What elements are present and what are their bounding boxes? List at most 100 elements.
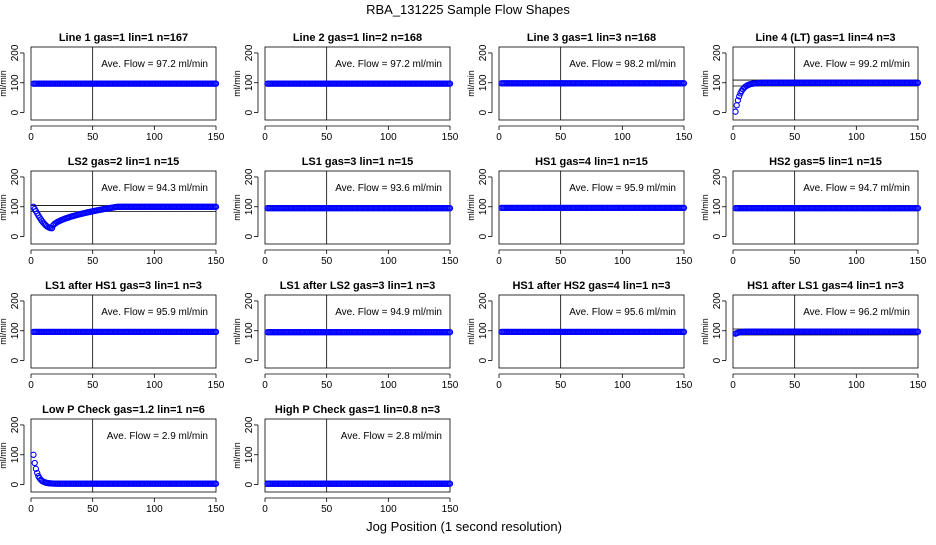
y-tick-label: 200 [712, 44, 723, 61]
y-tick-label: 200 [244, 416, 255, 433]
y-tick-label: 0 [478, 109, 489, 115]
y-tick-label: 200 [10, 168, 21, 185]
x-tick-label: 100 [848, 132, 865, 143]
ave-flow-annotation: Ave. Flow = 2.8 ml/min [341, 431, 442, 442]
ave-flow-annotation: Ave. Flow = 97.2 ml/min [335, 59, 442, 70]
data-series [732, 79, 922, 115]
data-point [733, 102, 740, 109]
y-tick-label: 0 [244, 357, 255, 363]
x-tick-label: 100 [380, 380, 397, 391]
x-tick-label: 50 [87, 504, 99, 515]
data-series [264, 480, 454, 487]
y-tick-label: 100 [10, 446, 21, 463]
panel-12: HS1 after LS1 gas=4 lin=1 n=3 0 100 200ml/m… [700, 280, 927, 391]
y-axis-label: ml/min [700, 194, 710, 221]
panel-title: Line 4 (LT) gas=1 lin=4 n=3 [755, 32, 895, 44]
panel-title: LS1 after LS2 gas=3 lin=1 n=3 [280, 280, 436, 292]
data-point [680, 204, 688, 212]
data-point [30, 451, 37, 458]
x-tick-label: 0 [730, 256, 736, 267]
y-tick-label: 200 [712, 168, 723, 185]
x-tick-label: 0 [262, 256, 268, 267]
data-series [30, 80, 220, 87]
panel-title: Line 3 gas=1 lin=3 n=168 [527, 32, 656, 44]
ave-flow-annotation: Ave. Flow = 94.9 ml/min [335, 307, 442, 318]
x-tick-label: 0 [730, 132, 736, 143]
data-point [32, 465, 40, 472]
x-tick-label: 150 [442, 256, 459, 267]
ave-flow-annotation: Ave. Flow = 95.6 ml/min [569, 307, 676, 318]
data-point [446, 329, 454, 336]
x-tick-label: 100 [146, 256, 163, 267]
ave-flow-annotation: Ave. Flow = 95.9 ml/min [101, 307, 208, 318]
x-tick-label: 50 [555, 380, 567, 391]
panel-title: Line 1 gas=1 lin=1 n=167 [59, 32, 188, 44]
data-point [212, 480, 220, 487]
data-series [264, 329, 454, 336]
x-tick-label: 150 [676, 132, 693, 143]
ave-flow-annotation: Ave. Flow = 2.9 ml/min [107, 431, 208, 442]
x-tick-label: 150 [910, 132, 927, 143]
y-tick-label: 0 [10, 109, 21, 115]
x-tick-label: 50 [87, 380, 99, 391]
x-tick-label: 0 [28, 504, 34, 515]
y-tick-label: 200 [244, 44, 255, 61]
x-tick-label: 50 [789, 380, 801, 391]
panel-title: HS2 gas=5 lin=1 n=15 [769, 156, 882, 168]
x-tick-label: 50 [555, 256, 567, 267]
y-axis-label: ml/min [232, 318, 242, 345]
data-series [498, 328, 688, 336]
data-point [680, 328, 688, 336]
y-tick-label: 0 [478, 357, 489, 363]
x-tick-label: 100 [380, 504, 397, 515]
x-tick-label: 100 [380, 256, 397, 267]
x-tick-label: 0 [28, 256, 34, 267]
panel-title: Line 2 gas=1 lin=2 n=168 [293, 32, 422, 44]
x-tick-label: 50 [321, 380, 333, 391]
data-point [212, 203, 220, 210]
panel-11: HS1 after HS2 gas=4 lin=1 n=3 0 100 200ml/m… [466, 280, 693, 391]
y-tick-label: 0 [244, 233, 255, 239]
data-series [264, 205, 454, 212]
data-point [212, 328, 220, 336]
x-tick-label: 100 [614, 380, 631, 391]
data-series [30, 451, 220, 487]
x-axis-label: Jog Position (1 second resolution) [366, 519, 562, 534]
data-point [446, 205, 454, 212]
x-tick-label: 50 [321, 132, 333, 143]
y-tick-label: 200 [10, 292, 21, 309]
data-point [914, 205, 922, 212]
y-axis-label: ml/min [0, 318, 8, 345]
y-axis-label: ml/min [232, 194, 242, 221]
data-point [680, 80, 688, 87]
data-series [498, 80, 688, 87]
y-axis-label: ml/min [232, 70, 242, 97]
y-tick-label: 0 [712, 109, 723, 115]
y-tick-label: 100 [244, 74, 255, 91]
y-tick-label: 200 [10, 416, 21, 433]
data-point [734, 97, 742, 104]
data-point [736, 93, 743, 100]
y-axis-label: ml/min [0, 70, 8, 97]
panel-title: HS1 after HS2 gas=4 lin=1 n=3 [512, 280, 670, 292]
panel-title: LS1 gas=3 lin=1 n=15 [302, 156, 414, 168]
x-tick-label: 100 [848, 380, 865, 391]
x-tick-label: 50 [321, 256, 333, 267]
panel-title: Low P Check gas=1.2 lin=1 n=6 [42, 404, 205, 416]
x-tick-label: 0 [262, 504, 268, 515]
ave-flow-annotation: Ave. Flow = 93.6 ml/min [335, 183, 442, 194]
x-tick-label: 0 [730, 380, 736, 391]
y-axis-label: ml/min [466, 194, 476, 221]
panel-5: LS2 gas=2 lin=1 n=15 0 100 200 ml/min 0 50 100 1… [0, 156, 225, 267]
ave-flow-annotation: Ave. Flow = 94.3 ml/min [101, 183, 208, 194]
x-tick-label: 50 [555, 132, 567, 143]
panel-14: High P Check gas=1 lin=0.8 n=3 0 100 200ml/… [232, 404, 459, 515]
y-tick-label: 0 [712, 357, 723, 363]
